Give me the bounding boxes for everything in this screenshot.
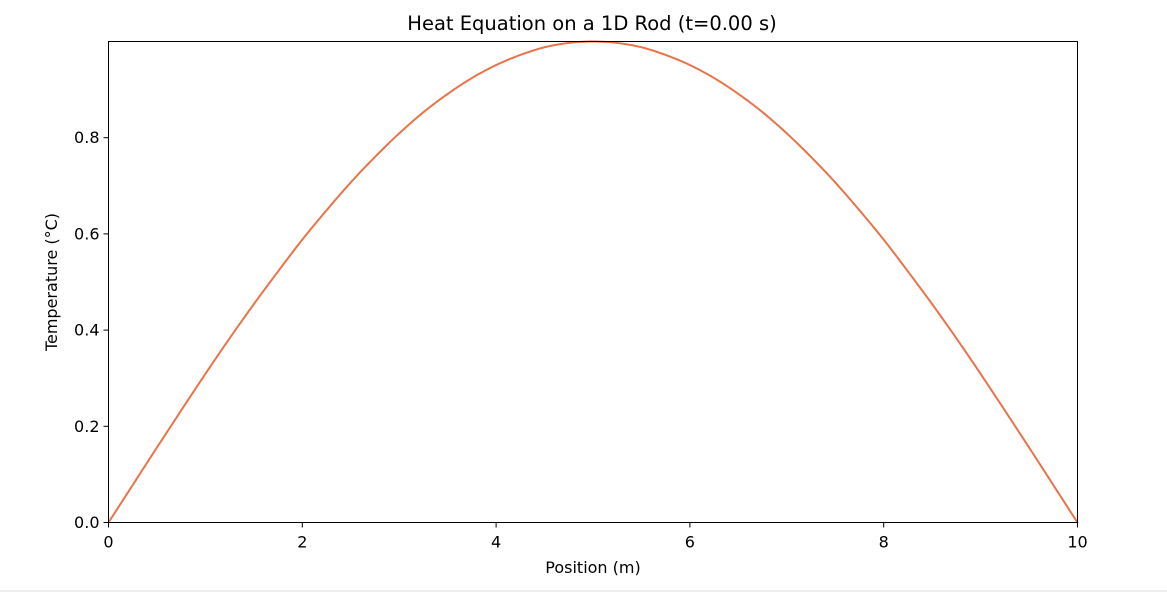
x-tick-label: 2 [297,533,307,552]
y-tick-label: 0.0 [74,513,99,532]
plot-area [107,40,1079,524]
x-tick-label: 4 [491,533,501,552]
y-axis-label: Temperature (°C) [42,213,61,352]
x-tick-label: 6 [685,533,695,552]
x-axis: 0 2 4 6 8 10 [103,522,1088,552]
x-tick-label: 8 [879,533,889,552]
axes-frame [108,41,1078,523]
y-axis: 0.0 0.2 0.4 0.6 0.8 [74,128,109,532]
x-tick-label: 0 [103,533,113,552]
y-tick-label: 0.6 [74,224,99,243]
y-tick-label: 0.4 [74,321,99,340]
y-tick-label: 0.8 [74,128,99,147]
x-axis-label: Position (m) [545,558,640,577]
x-tick-label: 10 [1067,533,1087,552]
y-tick-label: 0.2 [74,417,99,436]
chart-title: Heat Equation on a 1D Rod (t=0.00 s) [407,12,776,35]
bottom-divider [0,590,1167,592]
